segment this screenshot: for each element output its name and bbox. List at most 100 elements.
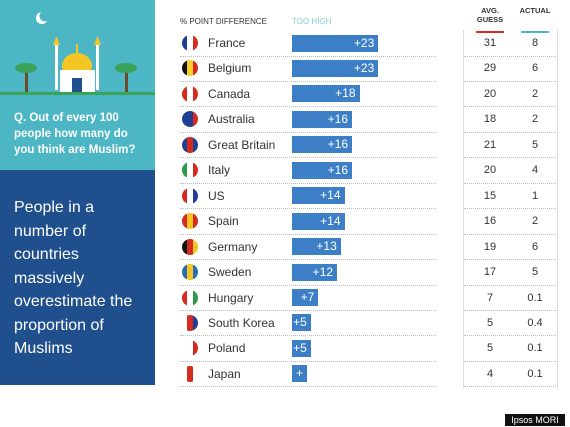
value-label: +7: [300, 290, 315, 304]
country-name: South Korea: [208, 315, 275, 330]
legend-label: TOO HIGH: [292, 17, 332, 26]
flag: [182, 314, 198, 331]
row-separator: [180, 259, 436, 261]
header-underline: [476, 31, 504, 33]
row-separator: [180, 55, 436, 57]
table-cell: 29: [483, 62, 497, 75]
bar: +16: [292, 110, 352, 128]
value-label: +16: [327, 137, 348, 152]
table-cell: 0.1: [527, 342, 543, 355]
country-name: Australia: [208, 112, 255, 127]
row-separator: [464, 259, 556, 261]
row-separator: [180, 182, 436, 184]
table-cell: 2: [531, 87, 539, 100]
table-cell: 0.4: [527, 316, 543, 329]
value-label: +5: [293, 340, 307, 355]
value-label: +5: [293, 315, 307, 330]
country-name: Spain: [208, 214, 239, 229]
mosque-illustration: [0, 10, 155, 95]
bar: +18: [292, 85, 360, 103]
table-cell: 2: [531, 215, 539, 228]
table-cell: 8: [531, 37, 539, 49]
value-label: +23: [353, 60, 375, 75]
flag: [182, 365, 198, 382]
country-name: Belgium: [208, 61, 252, 76]
statement: People in a number of countries massivel…: [14, 199, 133, 357]
row-separator: [464, 284, 556, 286]
bar: +13: [292, 238, 341, 256]
flag: [182, 187, 198, 204]
row-separator: [464, 360, 556, 362]
row-separator: [180, 208, 436, 210]
question: Q. Out of every 100 people how many do y…: [14, 112, 136, 156]
bottom-panel: [0, 170, 155, 385]
table-cell: 7: [486, 291, 494, 304]
x-label: % POINT DIFFERENCE: [180, 17, 267, 26]
row-separator: [180, 360, 436, 362]
table-cell: 18: [483, 113, 497, 126]
bar: +: [292, 365, 307, 383]
table-cell: 15: [483, 189, 497, 202]
value-label: +12: [312, 264, 333, 279]
value-label: +23: [353, 35, 375, 50]
row-separator: [464, 233, 556, 235]
country-name: Hungary: [208, 290, 254, 305]
flag: [182, 85, 198, 102]
table-frame: [463, 30, 558, 388]
bar: +14: [292, 212, 345, 230]
row-separator: [464, 208, 556, 210]
row-separator: [180, 335, 436, 337]
table-cell: 4: [486, 367, 494, 380]
bar: +5: [292, 314, 311, 332]
table-cell: 0.1: [527, 291, 543, 304]
flag: [182, 60, 198, 77]
bar: +16: [292, 136, 352, 154]
table-cell: 0.1: [527, 367, 543, 380]
country-name: Canada: [208, 86, 251, 101]
row-separator: [180, 131, 436, 133]
bar: +14: [292, 187, 345, 205]
flag: [182, 213, 198, 230]
bar: +23: [292, 34, 379, 52]
table-cell: 17: [483, 266, 497, 279]
table-cell: 31: [483, 37, 497, 49]
row-separator: [180, 310, 436, 311]
flag: [182, 289, 198, 306]
bar: +5: [292, 339, 311, 357]
country-name: Sweden: [208, 265, 252, 280]
flag: [182, 111, 198, 128]
header-underline: [521, 31, 549, 33]
row-separator: [464, 386, 556, 388]
country-name: Germany: [208, 239, 258, 254]
flag: [182, 162, 198, 179]
row-separator: [180, 386, 436, 388]
source: Ipsos MORI: [505, 414, 565, 426]
row-separator: [464, 310, 556, 311]
row-separator: [464, 131, 556, 133]
table-cell: 5: [486, 342, 494, 355]
bar: +16: [292, 161, 352, 179]
table-cell: 1: [531, 189, 539, 202]
value-label: +14: [320, 213, 341, 228]
bar: +7: [292, 289, 319, 306]
value-label: +13: [316, 239, 337, 254]
row-separator: [464, 55, 556, 57]
table-cell: 6: [531, 240, 539, 253]
table-cell: 5: [486, 316, 494, 329]
table-cell: 20: [483, 87, 497, 100]
country-name: US: [208, 188, 225, 203]
top-panel: [0, 0, 155, 170]
flag: [182, 340, 198, 357]
row-separator: [180, 157, 436, 159]
flag: [182, 264, 198, 281]
value-label: +16: [327, 162, 348, 177]
value-label: +16: [327, 111, 348, 126]
column-header: AVG. GUESS: [476, 6, 504, 24]
row-separator: [464, 80, 556, 82]
column-header: ACTUAL: [519, 6, 551, 15]
row-separator: [464, 106, 556, 108]
country-name: France: [208, 36, 246, 50]
value-label: +: [295, 366, 303, 381]
table-cell: 4: [531, 164, 539, 177]
